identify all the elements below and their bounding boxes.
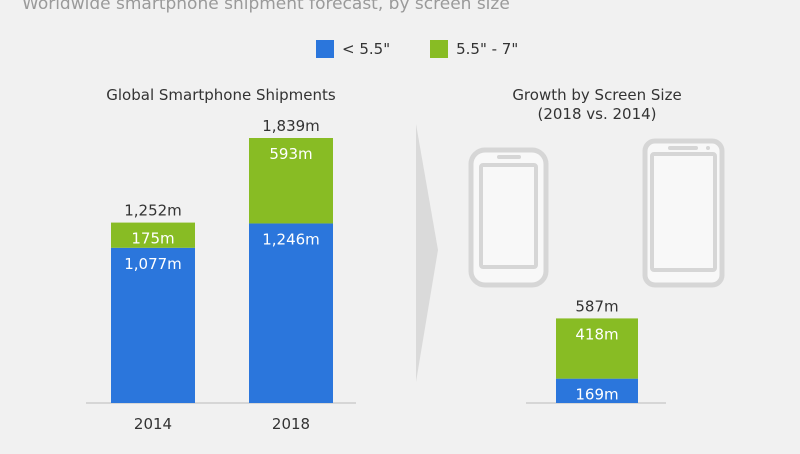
right-chart-subtitle: (2018 vs. 2014) <box>537 105 656 123</box>
legend-label-large: 5.5" - 7" <box>456 40 519 58</box>
bar-label-c0-0-s1: 175m <box>131 230 174 248</box>
bar-c1-0-s1 <box>556 318 638 379</box>
total-label-c0-0: 1,252m <box>124 202 182 220</box>
legend-swatch-small <box>316 40 334 58</box>
smartphone-small-icon <box>468 147 549 288</box>
bar-c0-0-s1 <box>111 222 195 248</box>
bar-c0-1-s0 <box>249 223 333 403</box>
right-chart-title: Growth by Screen Size <box>512 86 681 104</box>
bar-label-c1-0-s0: 169m <box>575 386 618 404</box>
legend-label-small: < 5.5" <box>342 40 391 58</box>
bar-label-c0-1-s0: 1,246m <box>262 230 320 248</box>
legend-swatch-large <box>430 40 449 58</box>
legend-item-small: < 5.5" <box>316 40 390 58</box>
bar-label-c1-0-s1: 418m <box>575 325 618 343</box>
bar-c1-0-s0 <box>556 378 638 403</box>
bar-label-c0-1-s1: 593m <box>269 145 312 163</box>
legend: < 5.5" 5.5" - 7" <box>316 40 558 58</box>
left-chart-title: Global Smartphone Shipments <box>106 86 336 104</box>
bar-c0-1-s1 <box>249 138 333 224</box>
bar-c0-0-s0 <box>111 247 195 403</box>
legend-item-large: 5.5" - 7" <box>430 40 518 58</box>
chevron-right-icon <box>416 124 438 382</box>
total-label-c0-1: 1,839m <box>262 117 320 135</box>
smartphone-large-icon <box>642 138 725 288</box>
total-label-c1-0: 587m <box>575 297 618 315</box>
chart-subtitle: Worldwide smartphone shipment forecast, … <box>22 0 510 14</box>
bar-label-c0-0-s0: 1,077m <box>124 255 182 273</box>
x-tick-label-2018: 2018 <box>272 415 310 433</box>
x-tick-label-2014: 2014 <box>134 415 172 433</box>
bars-group: 1,077m 175m 1,252m 1,246m 593m 1,839m 169m 418m… <box>111 117 638 404</box>
